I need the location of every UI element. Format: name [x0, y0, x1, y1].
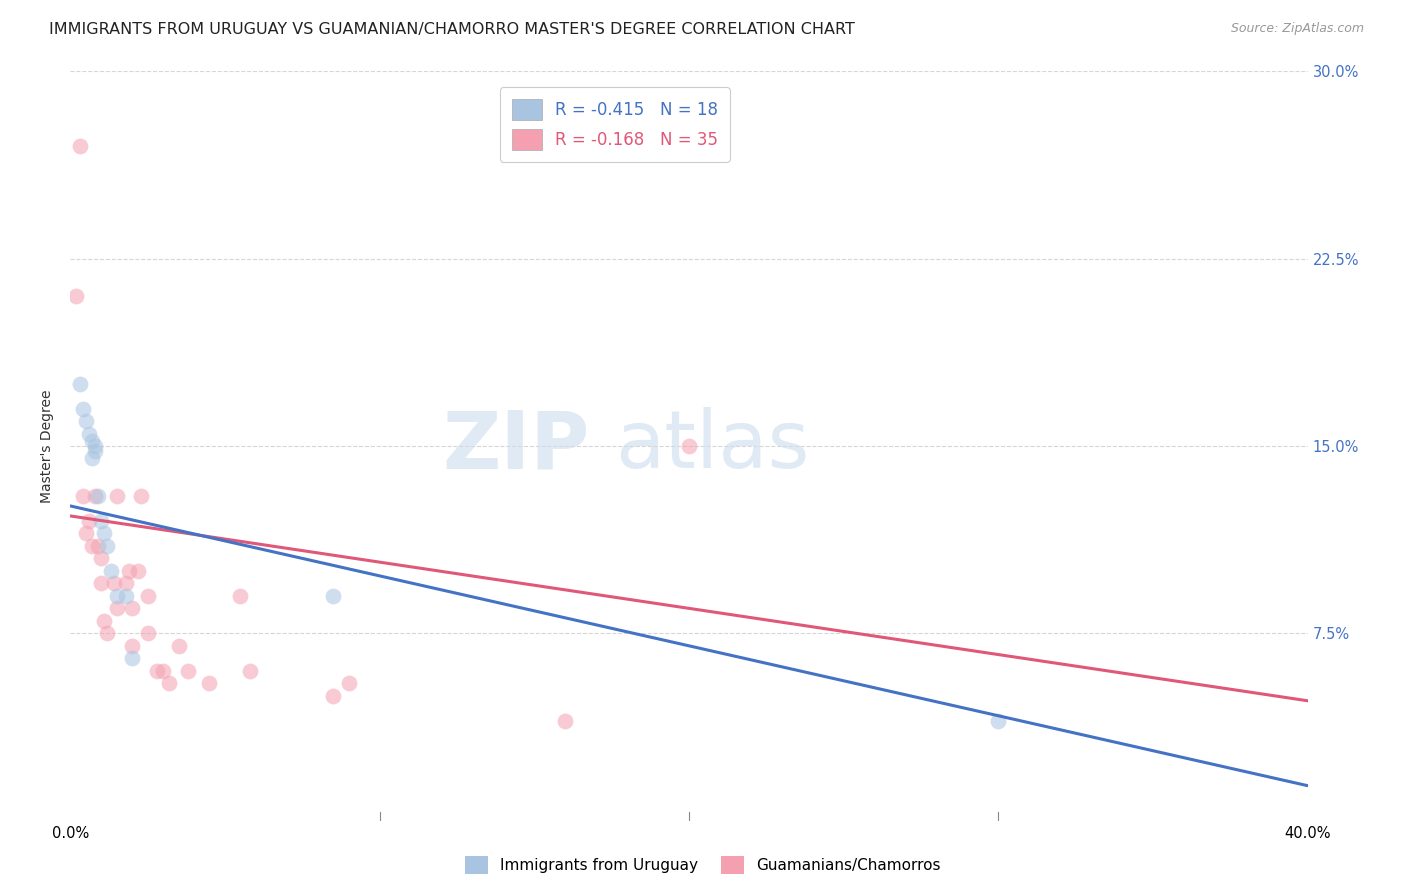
Point: [93, 526, 115, 541]
Point: [75, 414, 97, 428]
Point: [84, 444, 107, 458]
Legend: R = -0.415   N = 18, R = -0.168   N = 35: R = -0.415 N = 18, R = -0.168 N = 35: [501, 87, 730, 161]
Text: ZIP: ZIP: [443, 407, 591, 485]
Point: [84, 489, 107, 503]
Point: [121, 639, 143, 653]
Point: [115, 589, 138, 603]
Point: [103, 576, 125, 591]
Legend: Immigrants from Uruguay, Guamanians/Chamorros: Immigrants from Uruguay, Guamanians/Cham…: [458, 850, 948, 880]
Point: [72, 401, 94, 416]
Point: [136, 589, 159, 603]
Point: [678, 439, 700, 453]
Point: [157, 676, 180, 690]
Point: [121, 651, 143, 665]
Point: [93, 614, 115, 628]
Point: [198, 676, 221, 690]
Point: [80, 539, 103, 553]
Point: [80, 451, 103, 466]
Point: [84, 439, 107, 453]
Point: [69, 139, 91, 153]
Point: [131, 489, 153, 503]
Point: [72, 489, 94, 503]
Point: [554, 714, 576, 728]
Point: [167, 639, 190, 653]
Point: [115, 576, 138, 591]
Point: [75, 526, 97, 541]
Point: [100, 564, 122, 578]
Point: [136, 626, 159, 640]
Point: [90, 576, 112, 591]
Point: [337, 676, 360, 690]
Point: [96, 539, 118, 553]
Y-axis label: Master's Degree: Master's Degree: [41, 389, 55, 503]
Point: [118, 564, 141, 578]
Point: [105, 589, 128, 603]
Point: [87, 489, 110, 503]
Point: [69, 376, 91, 391]
Point: [121, 601, 143, 615]
Point: [77, 514, 100, 528]
Point: [90, 514, 112, 528]
Point: [105, 601, 128, 615]
Point: [77, 426, 100, 441]
Text: Source: ZipAtlas.com: Source: ZipAtlas.com: [1230, 22, 1364, 36]
Point: [146, 664, 169, 678]
Point: [177, 664, 200, 678]
Point: [65, 289, 87, 303]
Point: [322, 589, 344, 603]
Point: [96, 626, 118, 640]
Point: [322, 689, 344, 703]
Point: [90, 551, 112, 566]
Text: IMMIGRANTS FROM URUGUAY VS GUAMANIAN/CHAMORRO MASTER'S DEGREE CORRELATION CHART: IMMIGRANTS FROM URUGUAY VS GUAMANIAN/CHA…: [49, 22, 855, 37]
Point: [80, 434, 103, 448]
Point: [239, 664, 262, 678]
Point: [152, 664, 174, 678]
Point: [229, 589, 252, 603]
Point: [105, 489, 128, 503]
Point: [127, 564, 149, 578]
Point: [87, 539, 110, 553]
Point: [987, 714, 1010, 728]
Text: atlas: atlas: [614, 407, 808, 485]
